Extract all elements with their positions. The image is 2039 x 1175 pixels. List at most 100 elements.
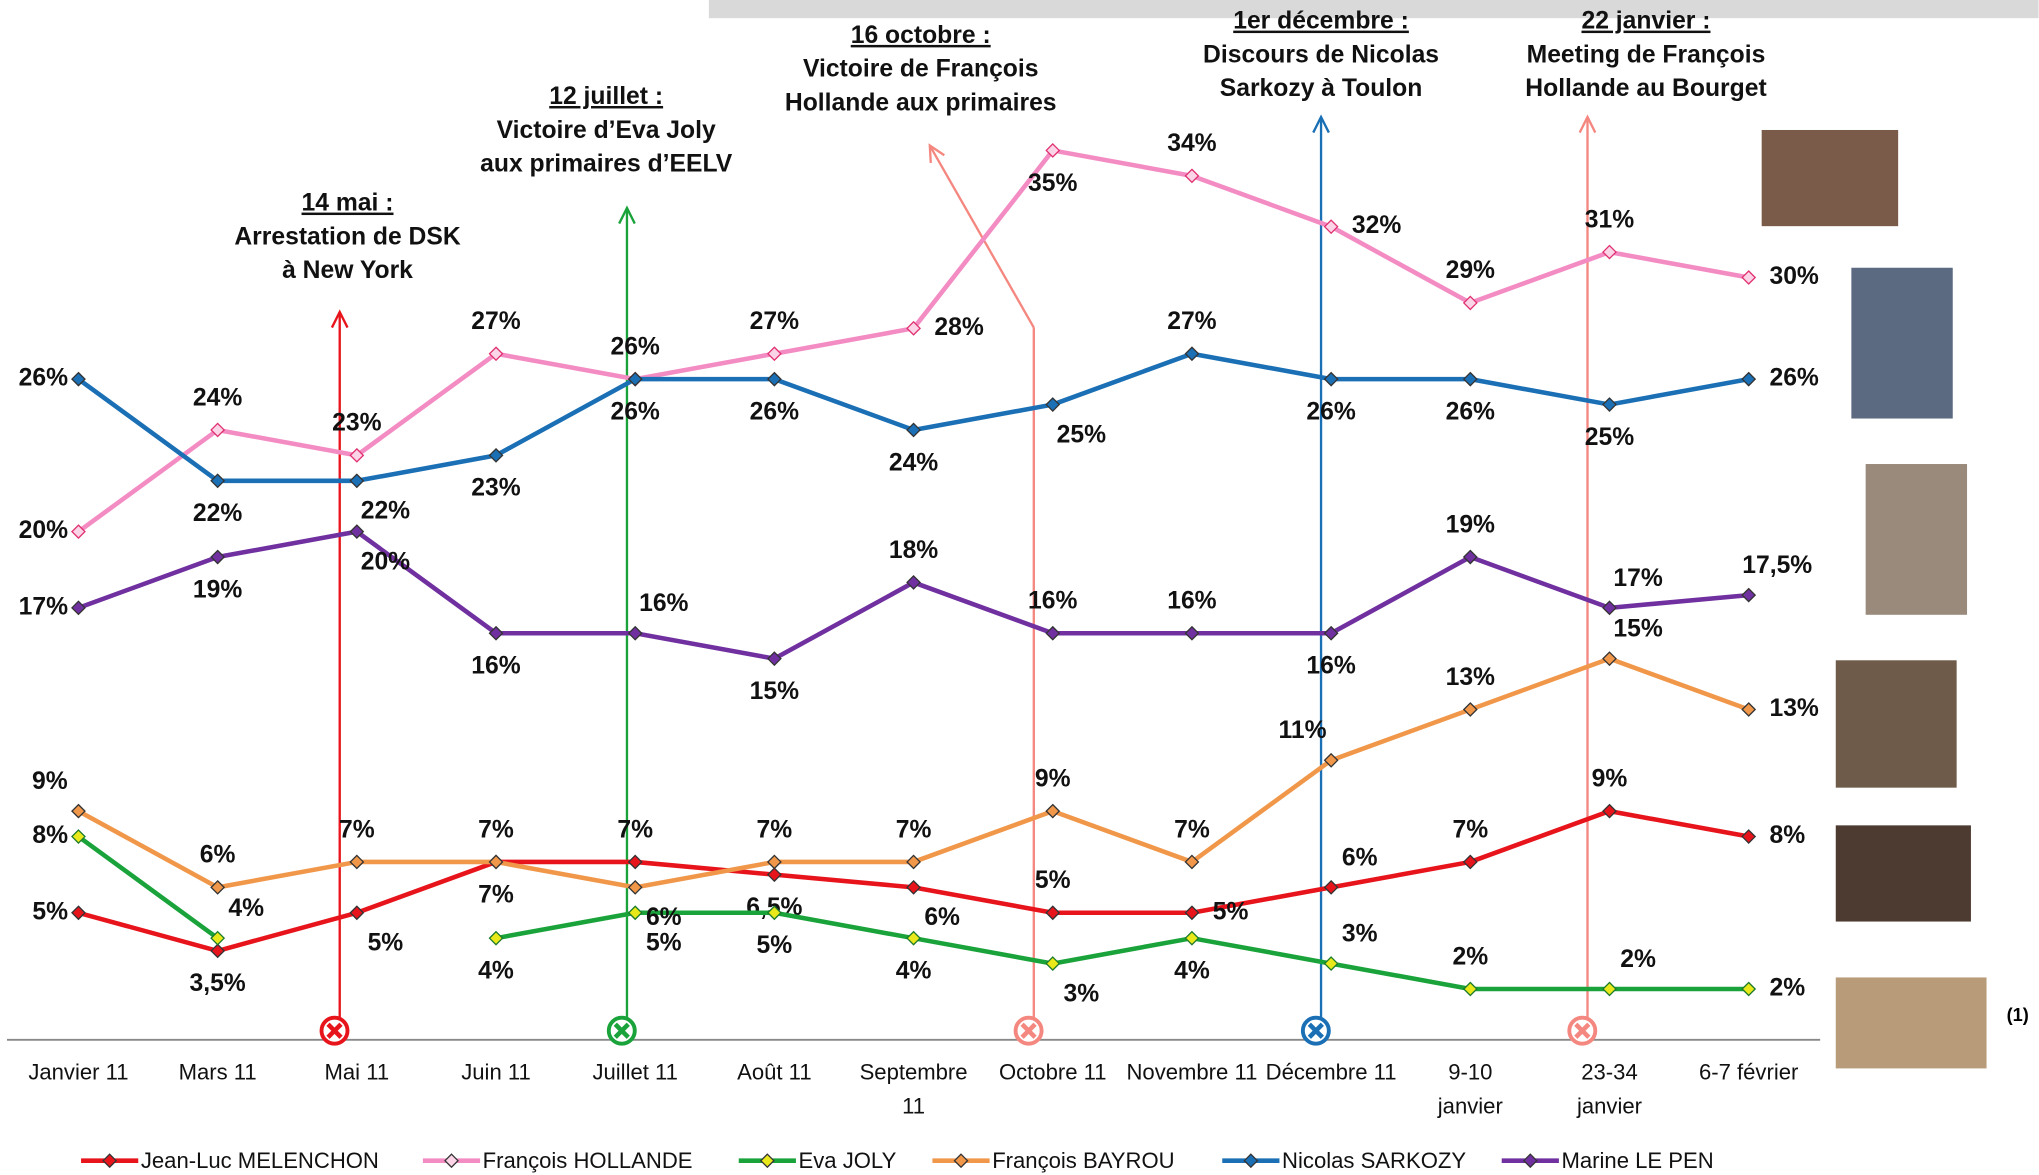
data-label: 15% <box>1613 616 1662 643</box>
data-label: 8% <box>1769 822 1805 849</box>
x-tick-label: Octobre 11 <box>999 1059 1107 1084</box>
data-label: 27% <box>1167 308 1216 335</box>
annotation: 1er décembre : Discours de Nicolas Sarkozy… <box>1203 8 1439 1046</box>
data-label: 6% <box>646 904 682 931</box>
legend-item: François HOLLANDE <box>422 1148 693 1173</box>
point <box>1462 981 1478 997</box>
annotation-text: à New York <box>282 257 413 284</box>
series: 5%3,5%5%7%7%6,5%6%5%5%6%7%9%8% <box>32 765 1805 997</box>
x-tick-label: Mai 11 <box>325 1059 390 1084</box>
point <box>906 879 921 895</box>
data-label: 9% <box>1592 765 1628 792</box>
data-label: 16% <box>639 590 688 617</box>
point <box>906 575 921 590</box>
annotation-text: Victoire de François <box>803 56 1039 83</box>
point <box>1323 879 1339 895</box>
point <box>1462 702 1478 717</box>
data-label: 19% <box>193 576 242 603</box>
data-label: 29% <box>1446 257 1495 284</box>
point <box>349 905 365 921</box>
data-label: 5% <box>757 932 793 959</box>
annotation-text: Arrestation de DSK <box>234 223 461 250</box>
data-label: 26% <box>19 365 68 392</box>
x-tick-label-line: Septembre <box>860 1059 968 1084</box>
data-label: 13% <box>1446 664 1495 691</box>
x-tick-label: Juillet 11 <box>592 1059 678 1084</box>
legend-label: Marine LE PEN <box>1562 1148 1714 1173</box>
data-label: 7% <box>757 816 793 843</box>
point <box>488 346 504 362</box>
x-tick-label: Novembre 11 <box>1126 1059 1257 1084</box>
data-label: 32% <box>1352 212 1401 239</box>
data-label: 7% <box>478 816 514 843</box>
arrow-head <box>618 205 636 225</box>
annotation: 22 janvier : Meeting de François Hollande … <box>1525 8 1767 1046</box>
data-label: 27% <box>750 308 799 335</box>
point <box>1323 752 1339 768</box>
point <box>349 524 365 540</box>
point <box>1045 956 1061 972</box>
annotation-text: Meeting de François <box>1527 41 1766 68</box>
data-label: 3,5% <box>190 970 246 997</box>
annotation-text: Hollande au Bourget <box>1525 75 1766 102</box>
annotation: 12 juillet : Victoire d’Eva Joly aux prima… <box>480 83 733 1046</box>
arrow-head <box>1312 114 1330 134</box>
x-tick-label: Août 11 <box>737 1059 811 1084</box>
point <box>71 371 86 387</box>
data-label: 16% <box>1306 653 1355 680</box>
point <box>1323 219 1339 235</box>
data-label: 9% <box>32 768 68 795</box>
point <box>1602 803 1617 819</box>
data-label: 11% <box>1278 717 1326 744</box>
point <box>1741 587 1757 603</box>
point <box>1184 930 1200 946</box>
data-label: 7% <box>617 816 653 843</box>
data-label: 20% <box>19 517 68 544</box>
data-label: 27% <box>471 308 520 335</box>
point <box>1323 625 1339 641</box>
data-label: 26% <box>1306 398 1355 425</box>
point <box>1184 905 1200 921</box>
arrow-head <box>928 143 945 164</box>
data-label: 24% <box>193 384 242 411</box>
point <box>1184 346 1200 362</box>
series: 20% 24% 23% 27% 26% 27% 28% 35% 34% 32% 29% 31% 30% <box>19 130 1819 544</box>
point <box>1741 270 1757 285</box>
series: 8% 4% 4% 5% 5% 4% 3% 4% 3% 2% 2% 2% <box>32 822 1805 1007</box>
annotation-date: 16 octobre : <box>851 22 991 49</box>
annotation-date: 1er décembre : <box>1233 8 1409 35</box>
point <box>71 600 86 616</box>
legend-marker <box>759 1153 775 1169</box>
x-tick-label: Septembre 11 <box>860 1059 968 1118</box>
series-line <box>77 834 1749 992</box>
data-label: 4% <box>478 957 514 984</box>
point <box>1602 600 1617 616</box>
data-label: 3% <box>1342 921 1378 948</box>
x-tick-label-line: 23-34 <box>1581 1059 1637 1084</box>
point <box>1184 854 1200 870</box>
point <box>1045 625 1061 641</box>
data-label: 16% <box>1028 588 1077 615</box>
annotation: 14 mai : Arrestation de DSK à New York <box>234 190 461 1046</box>
data-label: 22% <box>361 497 410 524</box>
data-label: 16% <box>471 653 520 680</box>
data-label: 3% <box>1064 980 1100 1007</box>
data-label: 31% <box>1585 206 1634 233</box>
point <box>1045 143 1061 158</box>
data-label: 2% <box>1769 975 1805 1002</box>
data-label: 8% <box>32 822 68 849</box>
point <box>349 854 365 870</box>
data-label: 28% <box>934 314 983 341</box>
header-band <box>708 0 2039 19</box>
point <box>627 905 643 921</box>
annotation-date: 14 mai : <box>302 190 394 217</box>
legend-marker <box>1243 1153 1259 1169</box>
point <box>627 879 643 895</box>
event-marker <box>326 1022 343 1039</box>
series: 17% 19% 20% 16% 16% 15% 18% 16% 16% 16% 19% 17% 17,5… <box>19 511 1813 705</box>
data-label: 4% <box>228 895 264 922</box>
x-tick-label-line: janvier <box>1437 1093 1503 1118</box>
point <box>488 447 504 463</box>
data-label: 18% <box>889 537 938 564</box>
arrow-head <box>1578 114 1597 134</box>
